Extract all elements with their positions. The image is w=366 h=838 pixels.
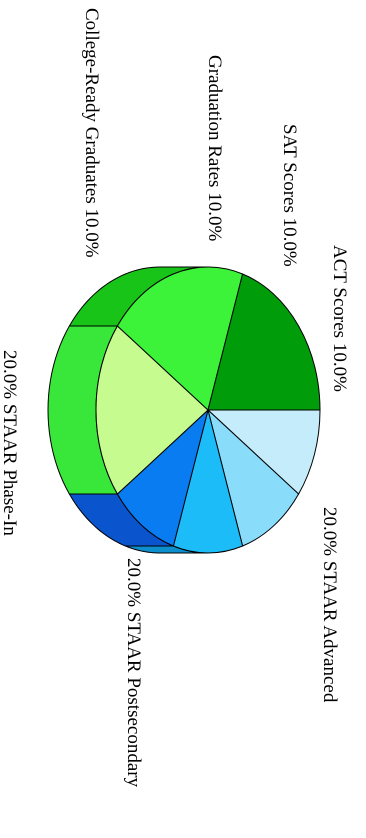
pie-slice-act-scores bbox=[206, 409, 321, 495]
label-graduation-rates: Graduation Rates 10.0% bbox=[204, 55, 225, 241]
pie-slice-graduation-rates bbox=[172, 409, 244, 554]
pie-slices bbox=[95, 266, 321, 554]
label-sat-scores: SAT Scores 10.0% bbox=[279, 124, 300, 267]
label-staar-postsecondary: 20.0% STAAR Postsecondary bbox=[123, 558, 144, 788]
pie-slice-college-ready-graduates bbox=[116, 408, 209, 547]
pie-slice-staar-postsecondary bbox=[116, 266, 244, 411]
label-college-ready-graduates: College-Ready Graduates 10.0% bbox=[81, 8, 102, 258]
label-staar-advanced: 20.0% STAAR Advanced bbox=[319, 507, 340, 703]
label-act-scores: ACT Scores 10.0% bbox=[329, 245, 350, 392]
pie-slice-staar-advanced bbox=[207, 273, 321, 411]
pie-slice-sat-scores bbox=[207, 408, 300, 547]
label-staar-phase-in: 20.0% STAAR Phase-In bbox=[0, 350, 20, 536]
pie-slice-staar-phase-in bbox=[95, 325, 209, 495]
pie-labels: ACT Scores 10.0% SAT Scores 10.0% Gradua… bbox=[0, 8, 350, 788]
pie-side-walls bbox=[47, 266, 209, 554]
